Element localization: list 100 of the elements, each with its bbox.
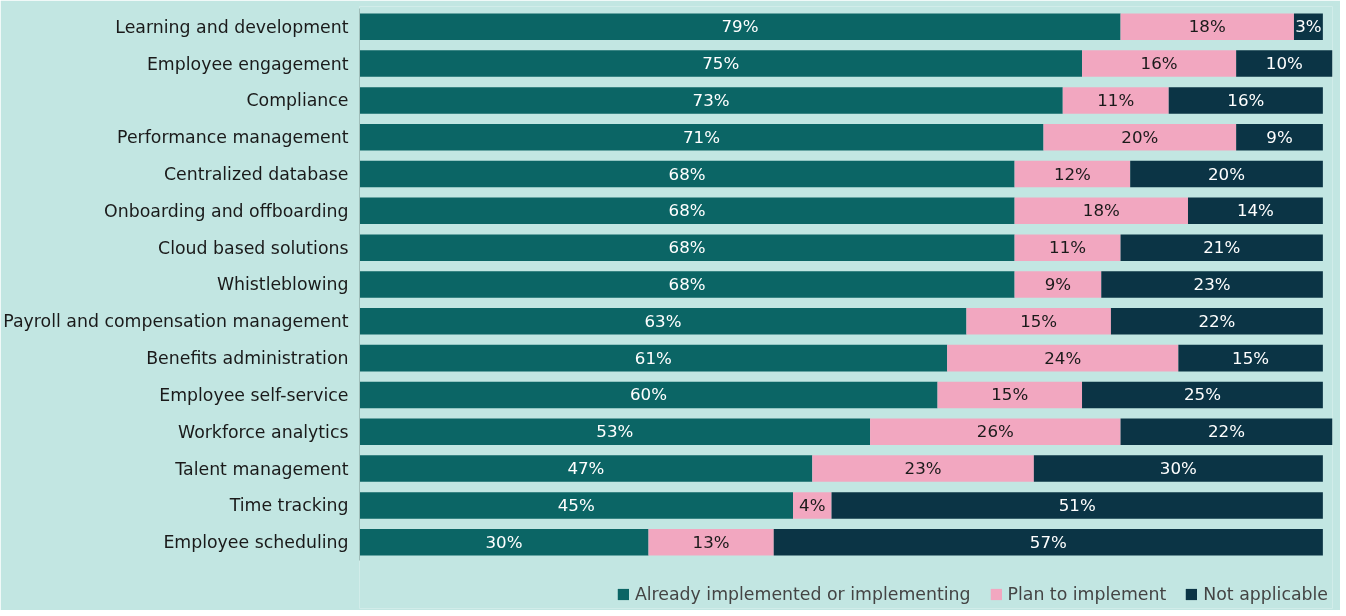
- bar: [1062, 87, 1169, 114]
- data-label: 15%: [1020, 311, 1058, 331]
- legend-label: Not applicable: [1203, 584, 1328, 604]
- bar: [359, 50, 1083, 77]
- bar: [648, 528, 774, 556]
- bar: [1236, 123, 1323, 151]
- data-label: 30%: [1159, 459, 1197, 479]
- data-label: 20%: [1121, 127, 1159, 147]
- bar: [1014, 234, 1121, 261]
- bar: [359, 13, 1121, 41]
- data-label: 22%: [1198, 311, 1236, 331]
- bar: [831, 492, 1323, 519]
- data-label: 63%: [644, 311, 682, 331]
- bar: [359, 418, 871, 446]
- y-tick-label: Cloud based solutions: [158, 237, 349, 258]
- legend-label: Plan to implement: [1007, 584, 1167, 604]
- bar: [1120, 234, 1323, 261]
- bar: [1120, 13, 1294, 41]
- data-label: 15%: [991, 385, 1029, 405]
- data-label: 23%: [904, 459, 942, 479]
- data-label: 11%: [1049, 238, 1087, 258]
- data-label: 68%: [668, 238, 706, 258]
- data-label: 9%: [1266, 127, 1293, 147]
- data-label: 53%: [596, 422, 634, 442]
- bar: [359, 87, 1063, 114]
- bar: [1082, 50, 1237, 77]
- bar: [1178, 344, 1323, 372]
- bar: [359, 455, 813, 482]
- data-label: 12%: [1053, 164, 1091, 184]
- data-label: 15%: [1232, 348, 1270, 368]
- data-label: 13%: [692, 532, 730, 552]
- y-tick-label: Payroll and compensation management: [3, 311, 349, 332]
- data-label: 24%: [1044, 348, 1082, 368]
- bar: [1082, 381, 1323, 409]
- y-tick-label: Time tracking: [228, 495, 349, 516]
- data-label: 20%: [1208, 164, 1246, 184]
- bar: [1120, 418, 1333, 446]
- y-tick-label: Talent management: [174, 458, 349, 479]
- y-tick-label: Employee scheduling: [163, 532, 349, 553]
- y-tick-label: Whistleblowing: [216, 274, 349, 295]
- bar: [359, 381, 938, 409]
- y-tick-label: Employee engagement: [146, 53, 349, 74]
- bar: [1014, 197, 1188, 225]
- data-label: 51%: [1058, 495, 1096, 515]
- data-label: 47%: [567, 459, 605, 479]
- data-label: 9%: [1044, 274, 1072, 294]
- data-label: 14%: [1236, 201, 1274, 221]
- y-tick-label: Performance management: [117, 127, 349, 148]
- data-label: 75%: [702, 54, 740, 74]
- data-label: 16%: [1227, 90, 1265, 110]
- bar: [359, 308, 967, 335]
- data-label: 10%: [1265, 54, 1303, 74]
- y-tick-label: Centralized database: [163, 164, 349, 185]
- data-label: 30%: [485, 532, 523, 552]
- data-label: 73%: [692, 90, 730, 110]
- data-label: 25%: [1183, 385, 1221, 405]
- bar: [870, 418, 1121, 446]
- bar: [966, 308, 1111, 335]
- data-label: 57%: [1029, 532, 1067, 552]
- bar: [359, 197, 1015, 225]
- bar: [773, 528, 1323, 556]
- data-label: 21%: [1203, 238, 1241, 258]
- y-tick-label: Learning and development: [115, 16, 349, 37]
- data-label: 16%: [1140, 54, 1178, 74]
- data-label: 18%: [1082, 201, 1120, 221]
- bar: [1110, 308, 1323, 335]
- data-label: 68%: [668, 164, 706, 184]
- data-label: 23%: [1193, 274, 1231, 294]
- bar: [359, 344, 948, 372]
- bar: [1033, 455, 1323, 482]
- data-label: 11%: [1097, 90, 1135, 110]
- bar: [359, 271, 1015, 298]
- legend-label: Already implemented or implementing: [634, 584, 971, 604]
- data-label: 68%: [668, 201, 706, 221]
- bar: [359, 123, 1044, 151]
- bar: [1236, 50, 1333, 77]
- bar: [1130, 160, 1323, 188]
- bar: [1014, 271, 1102, 298]
- bar: [359, 234, 1015, 261]
- y-tick-label: Compliance: [246, 90, 349, 111]
- bar: [1101, 271, 1323, 298]
- bar: [1043, 123, 1237, 151]
- y-tick-label: Employee self-service: [159, 384, 349, 405]
- y-tick-label: Benefits administration: [146, 348, 349, 369]
- y-tick-label: Onboarding and offboarding: [104, 200, 349, 221]
- bar: [1014, 160, 1131, 188]
- data-label: 4%: [799, 495, 826, 515]
- data-label: 3%: [1295, 17, 1322, 37]
- data-label: 22%: [1208, 422, 1246, 442]
- bar: [1187, 197, 1323, 225]
- data-label: 68%: [668, 274, 706, 294]
- data-label: 61%: [634, 348, 672, 368]
- data-label: 18%: [1188, 17, 1226, 37]
- bar: [812, 455, 1034, 482]
- data-label: 79%: [721, 17, 759, 37]
- y-tick-label: Workforce analytics: [178, 421, 349, 442]
- bar: [1168, 87, 1323, 114]
- data-label: 45%: [557, 495, 595, 515]
- bar: [359, 528, 649, 556]
- bar: [947, 344, 1179, 372]
